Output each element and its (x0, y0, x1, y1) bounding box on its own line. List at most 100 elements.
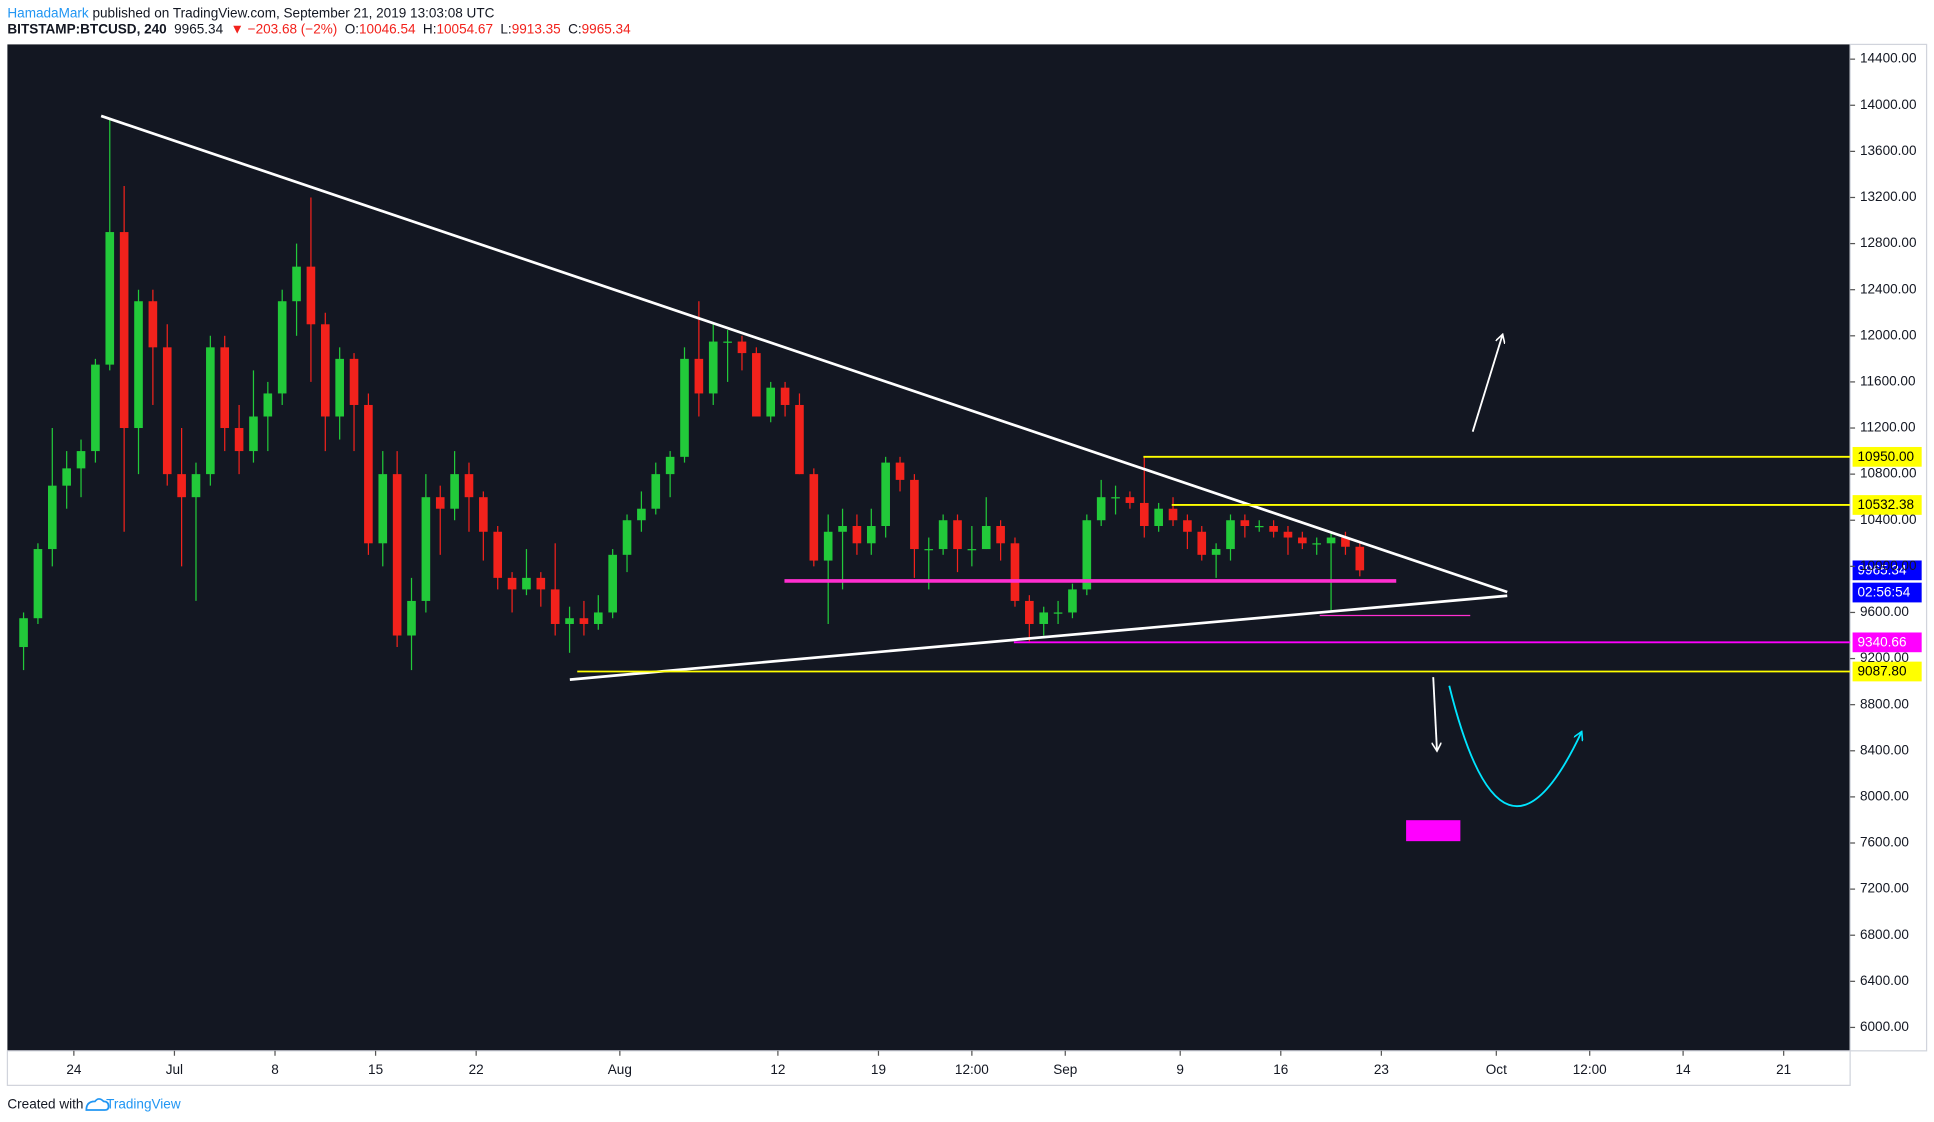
author[interactable]: HamadaMark (7, 5, 89, 20)
candle-body (1254, 526, 1264, 528)
candle-body (809, 474, 819, 561)
x-tick-label: 12:00 (955, 1062, 989, 1077)
x-tick-label: 16 (1273, 1062, 1288, 1077)
down-arrow (1433, 677, 1437, 750)
candle-body (579, 618, 589, 624)
candle-body (1183, 520, 1192, 532)
candle-body (938, 520, 948, 550)
candle-body (608, 554, 617, 613)
candle-body (1269, 526, 1278, 532)
price-badge (1852, 446, 1922, 467)
y-tick-label: 14400.00 (1860, 51, 1917, 66)
candle-body (1341, 537, 1350, 547)
trend-line (100, 114, 1508, 594)
x-tick-label: Oct (1486, 1062, 1507, 1077)
candle-body (47, 485, 57, 550)
time-axis (6, 1050, 1851, 1086)
candle-body (33, 549, 43, 619)
candle-body (536, 577, 546, 590)
candle-body (162, 347, 172, 475)
candles (19, 119, 1365, 671)
candle-body (206, 347, 215, 475)
price-badge-label: 9340.66 (1858, 635, 1907, 650)
candle-body (550, 589, 560, 624)
candle-body (852, 526, 862, 544)
ohlc-label: H: (423, 21, 437, 36)
candle-body (593, 612, 603, 624)
x-tick-label: 9 (1176, 1062, 1184, 1077)
published: published on TradingView.com, September … (92, 5, 494, 20)
y-tick-label: 6800.00 (1860, 927, 1909, 942)
candle-body (1240, 520, 1250, 527)
y-tick-label: 6000.00 (1860, 1019, 1909, 1034)
y-tick-label: 8000.00 (1860, 788, 1909, 803)
y-tick-label: 6400.00 (1860, 973, 1909, 988)
candle-body (1283, 531, 1293, 538)
candle-body (392, 474, 402, 636)
y-tick-label: 12000.00 (1860, 327, 1917, 342)
y-tick-label: 7200.00 (1860, 881, 1909, 896)
y-tick-label: 13600.00 (1860, 143, 1917, 158)
x-tick-label: 14 (1676, 1062, 1692, 1077)
marker-box (1406, 820, 1461, 842)
ohlc-label: L: (500, 21, 511, 36)
candle-body (981, 526, 991, 550)
x-tick-label: Sep (1053, 1062, 1077, 1077)
countdown-badge (1852, 582, 1922, 603)
x-tick-label: 12:00 (1573, 1062, 1607, 1077)
candle-body (191, 474, 201, 498)
y-tick-label: 7600.00 (1860, 835, 1909, 850)
header-line: HamadaMark published on TradingView.com,… (7, 5, 494, 20)
candle-body (522, 577, 531, 590)
candle-body (1168, 508, 1178, 521)
x-tick-label: 24 (66, 1062, 82, 1077)
candle-body (694, 358, 704, 394)
candle-body (1154, 508, 1163, 527)
candle-body (220, 347, 230, 429)
x-tick-label: 21 (1776, 1062, 1791, 1077)
candle-body (421, 497, 431, 601)
candle-body (967, 549, 977, 551)
candle-body (924, 549, 934, 551)
candle-body (680, 358, 689, 457)
x-tick-label: 19 (871, 1062, 886, 1077)
candle-body (378, 474, 388, 544)
candle-body (795, 404, 804, 475)
candle-body (752, 353, 761, 417)
y-tick-label: 14000.00 (1860, 97, 1917, 112)
y-tick-label: 10800.00 (1860, 466, 1917, 481)
candle-body (996, 526, 1005, 544)
price-badge-label: 9965.34 (1858, 563, 1907, 578)
candle-body (622, 520, 632, 555)
x-tick-label: Aug (608, 1062, 632, 1077)
candle-body (1096, 497, 1106, 521)
candle-body (1111, 497, 1120, 499)
candle-body (1139, 502, 1149, 527)
y-tick-label: 11200.00 (1860, 420, 1916, 435)
curve-arrow (1448, 685, 1581, 808)
symbol-line: BITSTAMP:BTCUSD, 240 9965.34 ▼ −203.68 (−2… (7, 21, 631, 36)
candle-body (450, 474, 459, 509)
trend-line (569, 594, 1508, 681)
y-tick-label: 12400.00 (1860, 281, 1917, 296)
footer: Created with TradingView (7, 1097, 180, 1112)
symbol: BITSTAMP:BTCUSD, 240 (7, 21, 166, 36)
candle-body (19, 618, 28, 648)
candle-body (91, 364, 100, 452)
candle-body (493, 531, 503, 578)
price-labels: 10950.00 10532.38 9965.34 02:56:54 9340.66 90… (577, 446, 1922, 682)
x-tick-label: 8 (271, 1062, 279, 1077)
candle-body (651, 474, 661, 509)
candle-body (1298, 537, 1307, 544)
candle-body (1082, 520, 1092, 590)
price-badge (1852, 661, 1922, 682)
candle-body (1326, 537, 1336, 544)
candle-body (866, 526, 876, 544)
footer-brand[interactable]: TradingView (106, 1097, 181, 1112)
candle-body (249, 416, 258, 452)
y-tick-label: 12800.00 (1860, 235, 1917, 250)
x-tick-label: Jul (166, 1062, 183, 1077)
candle-body (895, 462, 905, 480)
candle-body (507, 577, 517, 590)
